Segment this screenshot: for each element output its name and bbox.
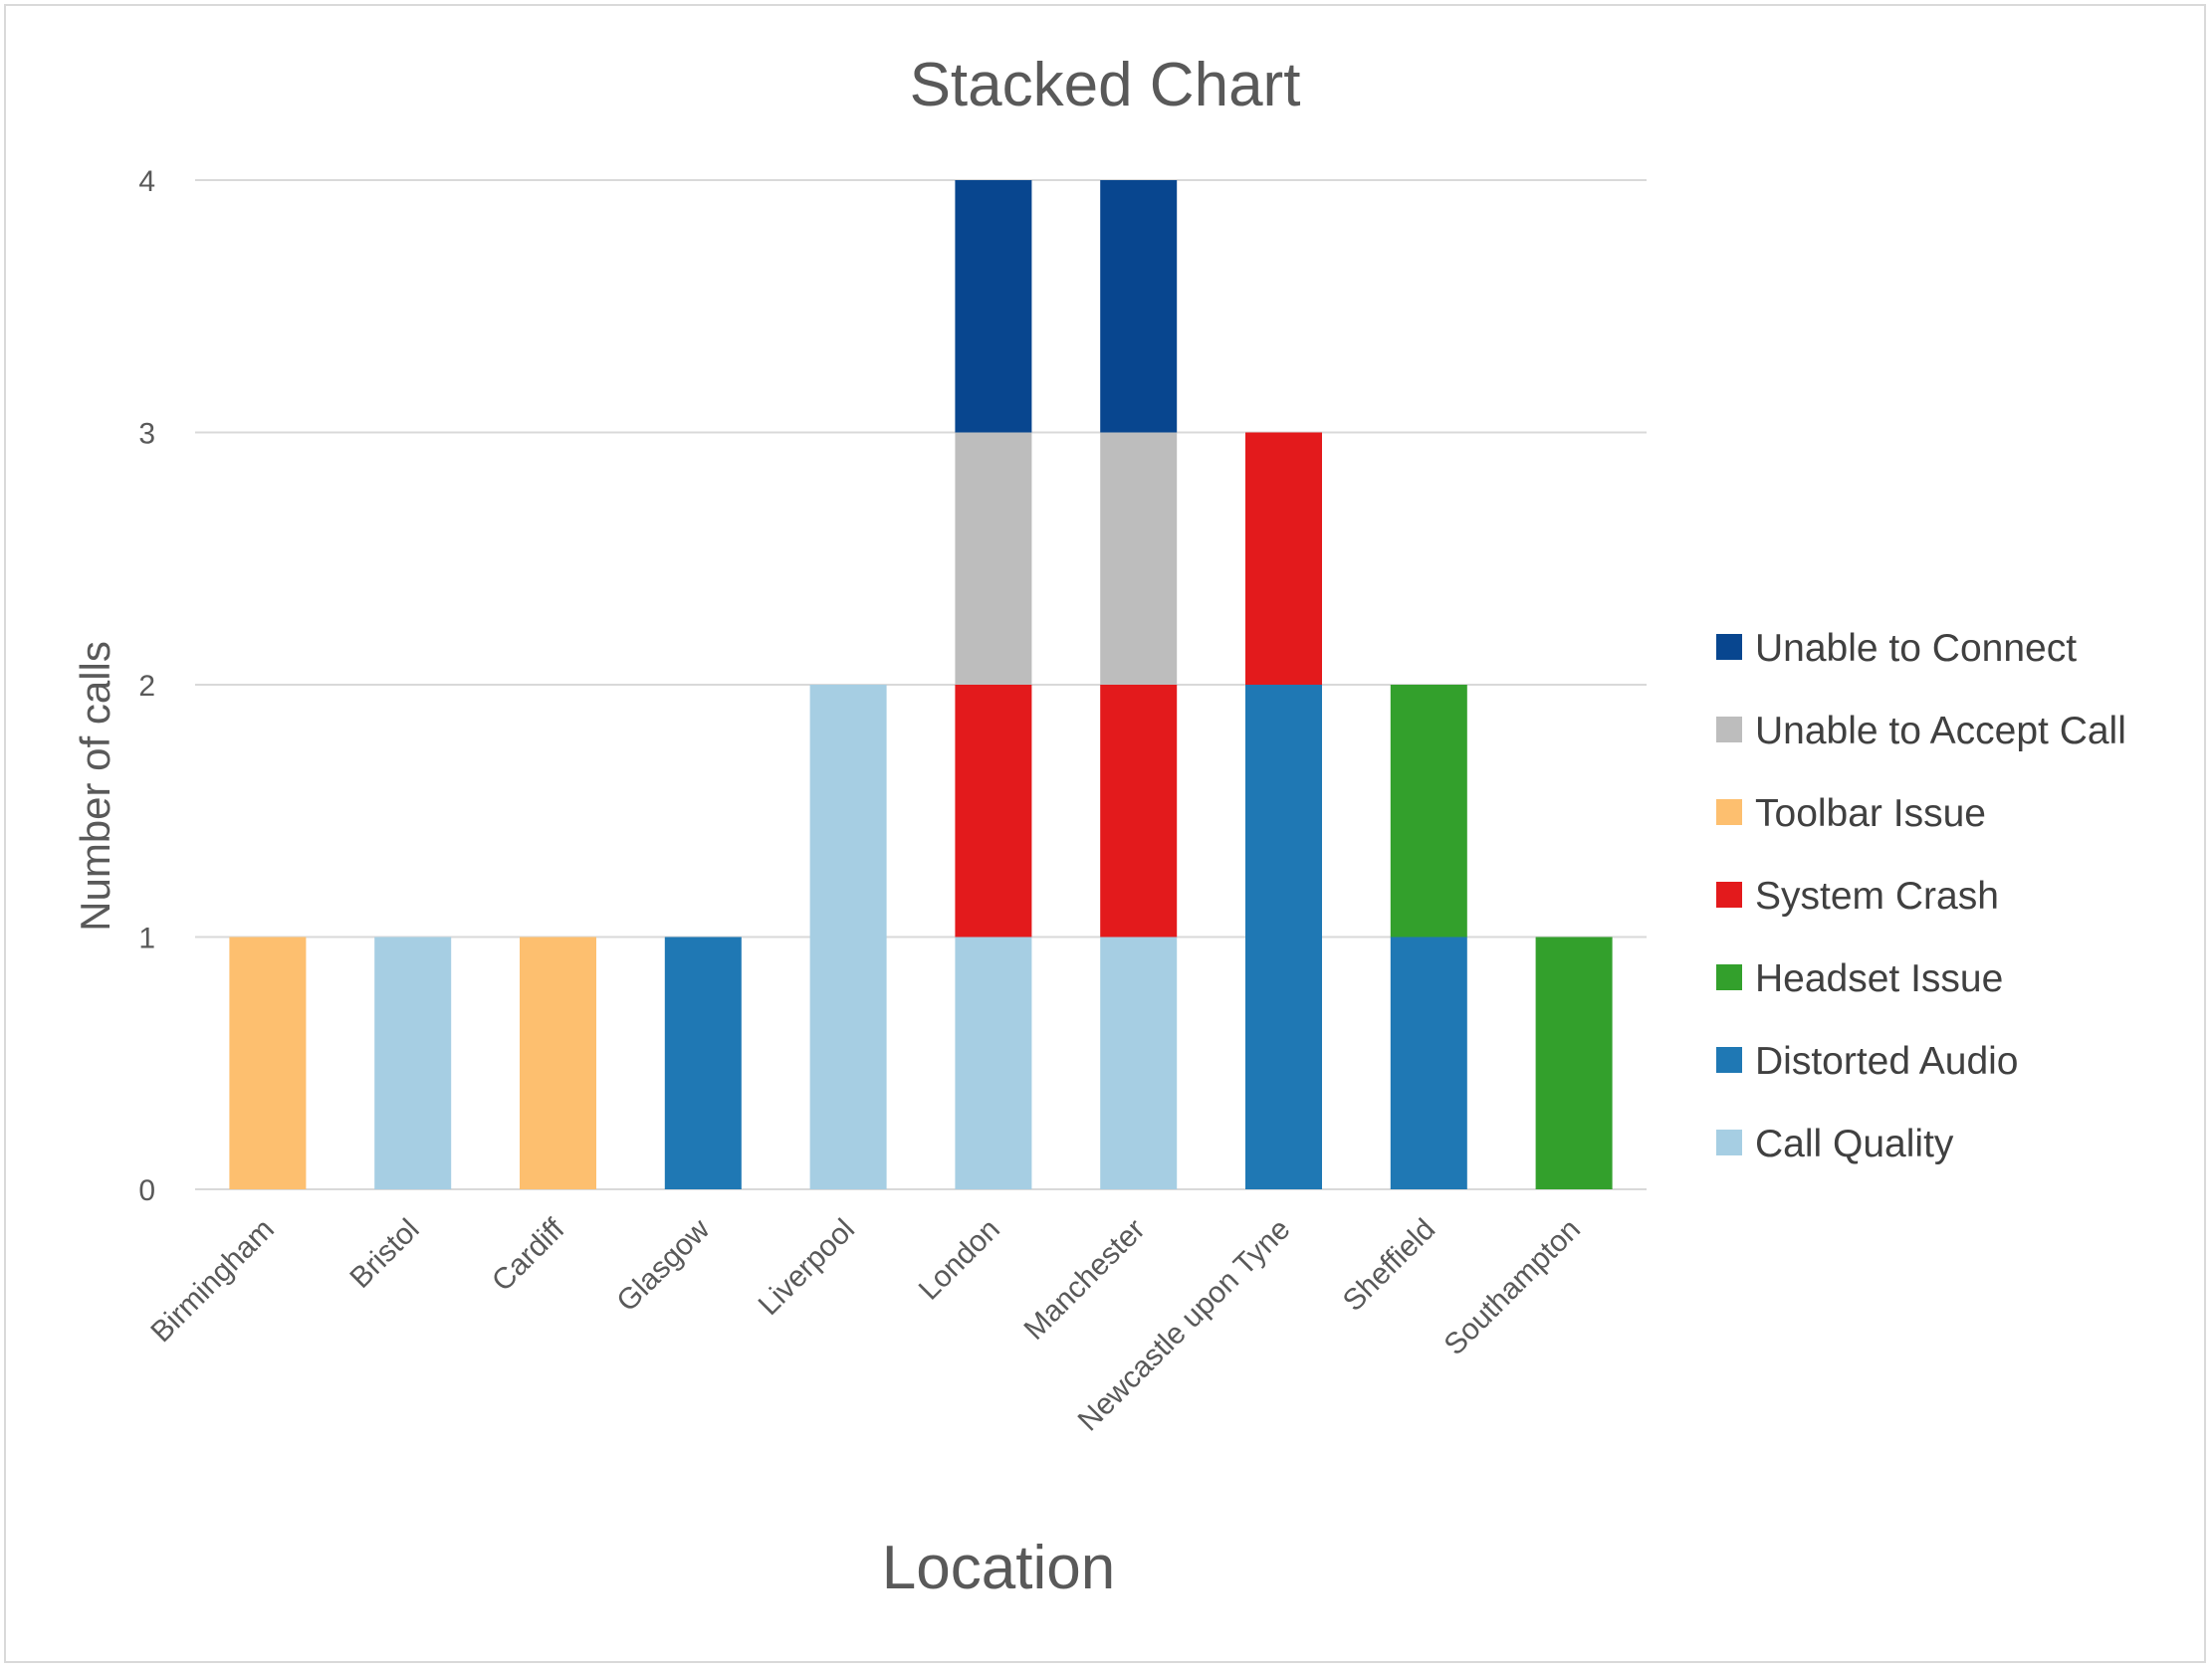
- y-tick-label: 1: [138, 923, 155, 955]
- y-tick-label: 4: [138, 165, 155, 198]
- bars: [229, 180, 1613, 1189]
- bar-segment: [1245, 432, 1322, 685]
- legend-label: Toolbar Issue: [1755, 792, 1986, 835]
- x-category-label: Liverpool: [753, 1213, 861, 1322]
- legend: Unable to Connect Unable to Accept Call To…: [1716, 627, 2126, 1165]
- x-axis-title: Location: [882, 1534, 1115, 1602]
- chart-title: Stacked Chart: [910, 51, 1301, 119]
- y-axis-title: Number of calls: [72, 641, 118, 932]
- bar-segment: [809, 685, 887, 1189]
- bar-segment: [1100, 432, 1178, 685]
- legend-swatch: [1716, 717, 1742, 742]
- y-tick-label: 3: [138, 418, 155, 451]
- bar-segment: [1245, 685, 1322, 1189]
- legend-label: Headset Issue: [1755, 957, 2003, 1000]
- legend-swatch: [1716, 882, 1742, 908]
- legend-swatch: [1716, 1130, 1742, 1155]
- x-category-label: Cardiff: [486, 1212, 571, 1298]
- bar-segment: [1100, 685, 1178, 938]
- legend-swatch: [1716, 1047, 1742, 1073]
- x-category-label: Glasgow: [610, 1212, 716, 1318]
- bar-segment: [955, 685, 1032, 938]
- bar-segment: [1100, 180, 1178, 433]
- legend-swatch: [1716, 799, 1742, 825]
- legend-label: Unable to Accept Call: [1755, 710, 2126, 752]
- legend-swatch: [1716, 964, 1742, 990]
- bar-segment: [664, 937, 742, 1189]
- legend-label: Call Quality: [1755, 1123, 1954, 1165]
- bar-segment: [520, 937, 596, 1189]
- x-category-label: Southampton: [1438, 1213, 1588, 1362]
- bar-segment: [229, 937, 307, 1189]
- x-category-label: Sheffield: [1337, 1213, 1442, 1319]
- bar-segment: [955, 432, 1032, 685]
- legend-label: Unable to Connect: [1755, 627, 2077, 670]
- x-category-label: Bristol: [343, 1213, 425, 1295]
- bar-segment: [374, 937, 452, 1189]
- x-category-label: London: [913, 1213, 1006, 1307]
- bar-segment: [1535, 937, 1613, 1189]
- legend-label: System Crash: [1755, 875, 1999, 918]
- x-category-label: Manchester: [1017, 1213, 1151, 1347]
- y-axis-ticks: 0 1 2 3 4: [138, 165, 155, 1207]
- legend-swatch: [1716, 634, 1742, 660]
- x-category-label: Birmingham: [144, 1213, 281, 1350]
- x-axis-categories: Birmingham Bristol Cardiff Glasgow Liverpool…: [144, 1212, 1587, 1437]
- bar-segment: [955, 180, 1032, 433]
- legend-label: Distorted Audio: [1755, 1040, 2019, 1083]
- y-tick-label: 2: [138, 670, 155, 703]
- bar-segment: [1100, 937, 1178, 1189]
- bar-segment: [1390, 937, 1467, 1189]
- bar-segment: [955, 937, 1032, 1189]
- bar-segment: [1390, 685, 1467, 938]
- y-tick-label: 0: [138, 1174, 155, 1207]
